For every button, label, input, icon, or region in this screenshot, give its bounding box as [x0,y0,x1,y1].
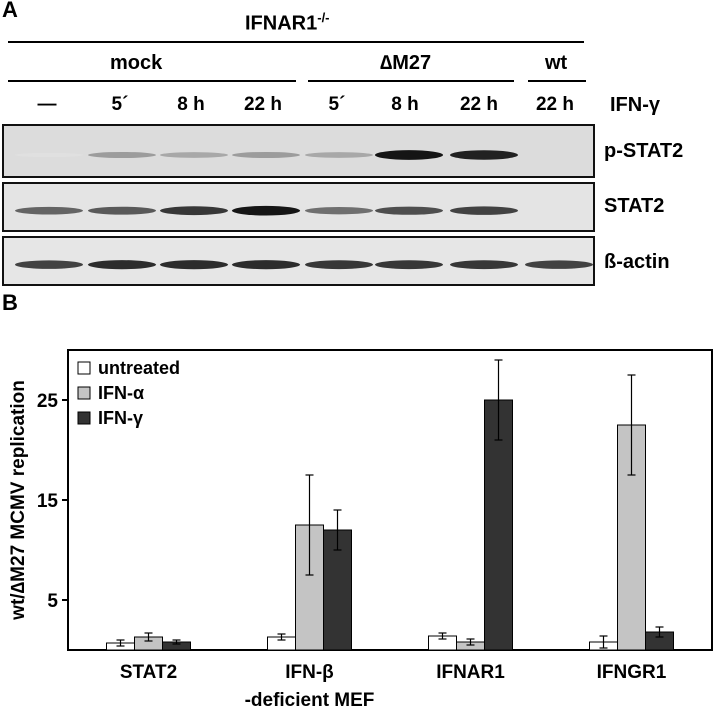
group-rule-mock [8,80,296,82]
blot-band [232,205,300,216]
genotype-rule [8,41,584,43]
blot-band [305,152,373,158]
group-wt: wt [545,52,568,74]
lane-label: 8 h [391,94,419,115]
x-tick-label: STAT2 [120,662,177,683]
blot-band [375,260,443,270]
blot-actin [2,236,595,286]
blot-label-p-stat2: p-STAT2 [604,140,684,162]
genotype-label: IFNAR1-/- [245,10,330,36]
blot-band [450,260,518,270]
blot-band [88,260,156,270]
x-tick-label: IFNGR1 [597,662,667,683]
genotype-name: IFNAR1 [245,12,318,35]
blot-band [232,151,300,159]
blot-band [15,260,83,269]
lane-label: 8 h [177,94,205,115]
blot-label-stat2: STAT2 [604,195,665,217]
group-dm27: ∆M27 [380,52,432,74]
legend-swatch [77,386,91,400]
legend-label: IFN-α [98,383,144,403]
blot-band [88,151,156,159]
panel-a-letter: A [2,0,18,22]
lane-label: 22 h [243,94,283,115]
x-axis-label: -deficient MEF [245,690,375,711]
blot-p-stat2 [2,124,595,178]
blot-band [160,152,228,158]
lane-label: 5´ [111,94,129,115]
blot-band [375,150,443,160]
x-tick-label: IFNAR1 [436,662,505,683]
bar [617,424,646,651]
group-mock: mock [110,52,163,74]
blot-label-actin: ß-actin [604,251,670,273]
blot-band [160,260,228,270]
blot-band [88,206,156,215]
y-tick-label: 15 [37,491,59,512]
legend-swatch [77,361,91,375]
blot-band [305,207,373,215]
y-axis-label: wt/∆M27 MCMV replication [8,380,29,621]
panel-b-letter: B [2,290,18,315]
x-tick-label: IFN-β [285,662,334,683]
blot-band [450,206,518,215]
blot-band [160,206,228,216]
blot-stat2 [2,182,595,232]
lane-label: 22 h [535,94,575,115]
y-tick-label: 25 [37,391,59,412]
blot-band [15,152,83,158]
lane-label: — [37,94,57,115]
genotype-superscript: -/- [317,10,330,25]
legend-swatch [77,411,91,425]
plot-frame [67,349,713,651]
blot-band [525,260,593,269]
blot-band [450,150,518,160]
group-rule-dm27 [308,80,514,82]
legend-label: IFN-γ [98,408,143,428]
y-tick-label: 5 [47,591,58,612]
lane-label: 5´ [328,94,346,115]
group-rule-wt [528,80,586,82]
blot-band [305,260,373,270]
blot-band [375,206,443,215]
blot-band [15,206,83,215]
treatment-label: IFN-γ [610,94,660,116]
lane-label: 22 h [459,94,499,115]
blot-band [232,260,300,270]
legend-label: untreated [98,358,180,378]
bar [484,399,513,651]
